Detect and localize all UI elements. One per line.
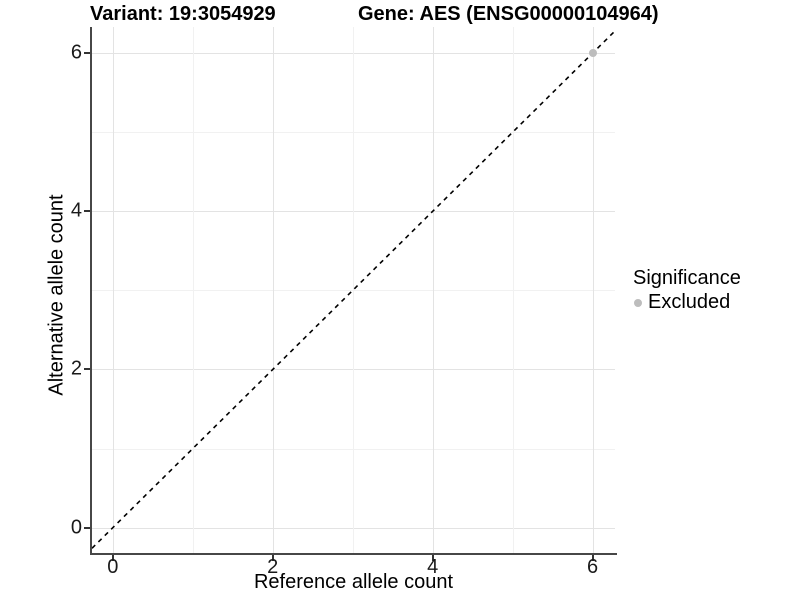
x-tick-label-4: 4	[427, 556, 439, 578]
x-tick-label-6: 6	[587, 556, 599, 578]
x-tick-mark-2	[271, 555, 274, 561]
y-tick-label-2: 2	[70, 357, 82, 380]
gridline-x-1	[192, 27, 194, 553]
x-tick-label-2: 2	[267, 556, 279, 578]
legend-item-label: Excluded	[648, 291, 731, 313]
x-tick-mark-4	[431, 555, 434, 561]
gridline-x-4	[432, 27, 434, 553]
y-tick-mark-2	[84, 368, 90, 371]
reference-line-layer	[92, 30, 615, 549]
y-tick-mark-6	[84, 52, 90, 55]
gridline-x-0	[112, 27, 114, 553]
y-tick-label-6: 6	[70, 41, 82, 64]
legend-title: Significance	[633, 267, 741, 289]
legend-point-icon	[634, 298, 642, 307]
y-tick-label-4: 4	[70, 199, 82, 222]
y-tick-mark-0	[84, 526, 90, 529]
gridline-x-3	[352, 27, 354, 553]
plot-title-variant: Variant: 19:3054929	[90, 3, 276, 25]
gridline-x-5	[512, 27, 514, 553]
plot-title-gene: Gene: AES (ENSG00000104964)	[358, 3, 659, 25]
identity-reference-line	[92, 30, 615, 549]
plot-panel	[92, 27, 615, 553]
x-tick-label-0: 0	[107, 556, 119, 578]
y-axis-line	[90, 27, 92, 555]
x-tick-mark-0	[111, 555, 114, 561]
legend-item-excluded: Excluded	[634, 291, 741, 314]
x-axis-line	[90, 553, 617, 555]
x-axis-title: Reference allele count	[253, 571, 453, 593]
legend: Significance Excluded	[633, 267, 741, 314]
x-tick-mark-6	[591, 555, 594, 561]
y-tick-label-0: 0	[70, 516, 82, 539]
gridline-x-6	[592, 27, 594, 553]
gridline-x-2	[272, 27, 274, 553]
data-point-6-6	[588, 49, 597, 58]
y-tick-mark-4	[84, 210, 90, 213]
